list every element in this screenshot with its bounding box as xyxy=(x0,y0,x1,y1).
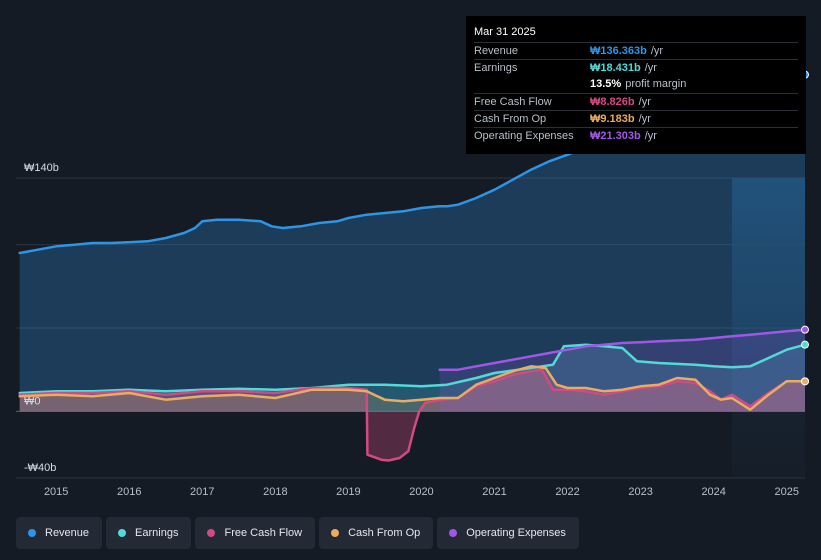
legend-item-cash-from-op[interactable]: Cash From Op xyxy=(319,517,434,549)
y-axis-labels: ₩140b ₩0 -₩40b xyxy=(24,162,59,474)
tooltip-label: Earnings xyxy=(474,62,518,74)
earnings-end-marker xyxy=(801,340,809,349)
tooltip-row-cash-from-op: Cash From Op ₩9.183b /yr xyxy=(474,110,798,127)
tooltip-value: ₩136.363b xyxy=(590,45,647,57)
x-axis-labels: 2015 2016 2017 2018 2019 2020 2021 2022 2023 2024… xyxy=(44,486,799,498)
tooltip-row-profit-margin: 13.5% profit margin xyxy=(474,76,798,93)
tooltip-unit: /yr xyxy=(650,45,664,57)
cash-from-op-area xyxy=(19,366,805,412)
legend-label: Cash From Op xyxy=(348,527,421,539)
tooltip-row-revenue: Revenue ₩136.363b /yr xyxy=(474,42,798,59)
tooltip-row-operating-expenses: Operating Expenses ₩21.303b /yr xyxy=(474,127,798,144)
legend-dot-icon xyxy=(331,529,340,537)
legend-dot-icon xyxy=(118,529,127,537)
tooltip-label: Free Cash Flow xyxy=(474,96,552,108)
operating-expenses-end-marker xyxy=(801,325,809,334)
x-tick-label: 2018 xyxy=(263,486,287,498)
legend-dot-icon xyxy=(28,529,36,537)
legend-dot-icon xyxy=(449,529,458,537)
tooltip-label: Cash From Op xyxy=(474,113,547,125)
x-tick-label: 2016 xyxy=(117,486,141,498)
operating-expenses-area xyxy=(439,329,805,412)
legend-label: Operating Expenses xyxy=(466,527,566,539)
y-tick-label: ₩0 xyxy=(24,395,41,407)
tooltip-row-free-cash-flow: Free Cash Flow ₩8.826b /yr xyxy=(474,93,798,110)
legend-dot-icon xyxy=(207,529,216,537)
cash-from-op-line xyxy=(18,365,807,411)
tooltip-label: Operating Expenses xyxy=(474,130,574,142)
y-tick-label: ₩140b xyxy=(24,162,59,174)
tooltip-row-earnings: Earnings ₩18.431b /yr xyxy=(474,59,798,76)
tooltip-unit: /yr xyxy=(644,62,657,74)
tooltip-label: Revenue xyxy=(474,45,519,57)
x-tick-label: 2019 xyxy=(336,486,360,498)
tooltip-unit: /yr xyxy=(638,96,651,108)
tooltip-value: 13.5% xyxy=(590,78,622,90)
legend-label: Earnings xyxy=(135,527,179,539)
cash-from-op-end-marker xyxy=(801,377,809,386)
tooltip-panel: Mar 31 2025 Revenue ₩136.363b /yr Earnin… xyxy=(466,16,806,154)
x-tick-label: 2017 xyxy=(190,486,214,498)
revenue-area xyxy=(19,74,805,412)
legend-label: Free Cash Flow xyxy=(224,527,303,539)
legend-item-operating-expenses[interactable]: Operating Expenses xyxy=(437,517,579,549)
legend-item-free-cash-flow[interactable]: Free Cash Flow xyxy=(195,517,316,549)
legend: Revenue Earnings Free Cash Flow Cash Fro… xyxy=(16,517,583,549)
tooltip-value: ₩9.183b xyxy=(590,113,635,125)
x-tick-label: 2025 xyxy=(774,486,798,498)
tooltip-value: ₩21.303b xyxy=(590,130,641,142)
tooltip-date: Mar 31 2025 xyxy=(474,26,536,38)
tooltip-unit: /yr xyxy=(644,130,657,142)
tooltip-value: ₩8.826b xyxy=(590,96,635,108)
x-tick-label: 2023 xyxy=(628,486,652,498)
x-tick-label: 2015 xyxy=(44,486,68,498)
tooltip-label xyxy=(474,76,590,93)
tooltip-value: ₩18.431b xyxy=(590,62,641,74)
gridlines xyxy=(16,177,805,479)
x-tick-label: 2022 xyxy=(555,486,579,498)
operating-expenses-line xyxy=(438,328,807,371)
legend-item-earnings[interactable]: Earnings xyxy=(106,517,192,549)
x-tick-label: 2024 xyxy=(701,486,725,498)
tooltip-unit: /yr xyxy=(638,113,651,125)
x-tick-label: 2021 xyxy=(482,486,506,498)
legend-label: Revenue xyxy=(45,527,90,539)
legend-item-revenue[interactable]: Revenue xyxy=(16,517,103,549)
tooltip-unit: profit margin xyxy=(625,78,687,90)
y-tick-label: -₩40b xyxy=(24,462,56,474)
x-tick-label: 2020 xyxy=(409,486,433,498)
